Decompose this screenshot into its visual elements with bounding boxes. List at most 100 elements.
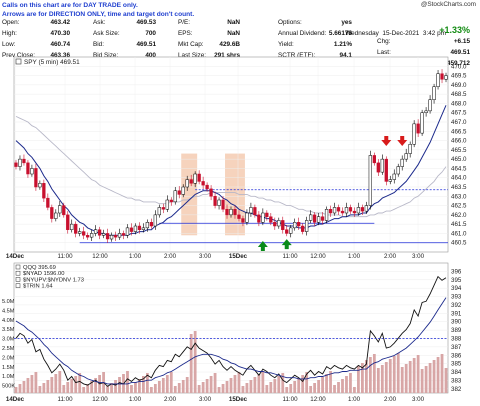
candle-body — [109, 235, 114, 240]
volume-bar — [138, 379, 141, 393]
candle-body — [165, 199, 169, 210]
volume-bar — [126, 371, 129, 393]
x-tick-label: 1:00 — [348, 253, 361, 260]
volume-tick-label: 1.0M — [2, 374, 15, 380]
indicator-legend: $NYAD 1596.00 — [23, 271, 64, 277]
candle-body — [269, 216, 273, 223]
candle-body — [185, 179, 189, 188]
volume-tick-label: 4.5M — [2, 308, 15, 314]
x-tick-label: 2:00 — [164, 396, 177, 403]
candle-body — [404, 153, 408, 160]
stat-label: Bid: — [93, 41, 105, 48]
stat-label: EPS: — [178, 30, 193, 37]
candle-body — [301, 225, 305, 232]
y-tick-label: 460.5 — [451, 240, 467, 247]
candle-body — [312, 214, 317, 223]
candle-body — [396, 166, 400, 175]
candle-body — [352, 210, 357, 214]
volume-bar — [325, 374, 328, 393]
y-tick-label: 461.5 — [451, 221, 467, 228]
candle-body — [348, 207, 353, 212]
volume-bar — [261, 371, 265, 393]
x-tick-label: 12:00 — [310, 396, 326, 403]
candle-body — [293, 222, 297, 229]
x-tick-label: 3:00 — [199, 396, 212, 403]
volume-bar — [384, 362, 388, 393]
price-legend: SPY (5 min) 469.51 — [24, 59, 80, 66]
candle-body — [93, 229, 98, 234]
y-tick-label: 385 — [451, 361, 462, 368]
volume-bar — [197, 385, 201, 393]
x-tick-label: 15Dec — [229, 396, 248, 403]
volume-bar — [22, 381, 26, 393]
volume-bar — [349, 373, 352, 393]
indicator-legend: QQQ 395.69 — [23, 265, 56, 271]
volume-bar — [388, 359, 392, 393]
volume-bar — [361, 363, 364, 393]
candle-body — [86, 235, 90, 238]
volume-bar — [293, 381, 297, 393]
candle-body — [101, 233, 106, 236]
volume-bar — [201, 382, 205, 393]
y-tick-label: 469.5 — [451, 73, 467, 80]
candle-body — [62, 205, 66, 216]
stat-value: 469.51 — [136, 41, 156, 48]
volume-tick-label: 5.0M — [2, 299, 15, 305]
candle-body — [70, 223, 74, 230]
candle-body — [289, 227, 293, 234]
candle-body — [133, 225, 138, 232]
volume-bar — [94, 378, 98, 393]
stat-value: 429.6B — [219, 41, 240, 48]
y-tick-label: 465.0 — [451, 156, 467, 163]
volume-bar — [205, 379, 209, 393]
volume-bar — [321, 377, 324, 393]
candle-body — [58, 205, 62, 214]
volume-bar — [58, 371, 62, 393]
volume-bar — [337, 382, 340, 393]
indicator-legend: $NYUPV:$NYDNV 1.73 — [23, 277, 84, 283]
volume-bar — [90, 381, 94, 393]
volume-bar — [221, 384, 225, 393]
volume-bar — [297, 378, 301, 393]
disclaimer-note: Calls on this chart are for DAY TRADE on… — [2, 1, 194, 19]
volume-bar — [440, 354, 444, 393]
x-tick-label: 12:00 — [310, 253, 326, 260]
volume-bar — [26, 378, 30, 393]
y-tick-label: 463.0 — [451, 193, 467, 200]
volume-bar — [237, 372, 241, 393]
y-tick-label: 384 — [451, 369, 462, 376]
volume-bar — [249, 380, 253, 393]
volume-bar — [257, 374, 261, 393]
candle-body — [241, 218, 245, 223]
candle-body — [277, 220, 281, 227]
volume-bar — [145, 373, 149, 393]
volume-bar — [333, 385, 336, 393]
volume-bar — [329, 371, 332, 393]
volume-bar — [408, 361, 412, 393]
legend-swatch — [15, 283, 21, 288]
volume-bar — [18, 384, 22, 393]
y-tick-label: 388 — [451, 335, 462, 342]
volume-bar — [253, 377, 257, 393]
volume-bar — [368, 357, 372, 393]
volume-bar — [313, 383, 317, 393]
candle-body — [368, 155, 373, 206]
volume-bar — [444, 368, 448, 393]
stat-label: Yield: — [278, 41, 294, 48]
candle-body — [149, 222, 154, 227]
stat-label: Last Size: — [178, 52, 207, 59]
x-tick-label: 1:00 — [129, 253, 142, 260]
y-tick-label: 466.5 — [451, 128, 467, 135]
volume-bar — [301, 375, 305, 393]
volume-bar — [118, 377, 121, 393]
volume-bar — [62, 385, 66, 393]
stat-value: 463.42 — [50, 19, 70, 26]
candle-body — [436, 73, 440, 87]
volume-bar — [317, 380, 320, 393]
stat-value: 5.66178 — [328, 30, 352, 37]
volume-bar — [269, 382, 273, 393]
y-tick-label: 464.5 — [451, 165, 467, 172]
candle-body — [356, 207, 361, 214]
candle-body — [197, 173, 201, 182]
volume-bar — [157, 381, 161, 393]
